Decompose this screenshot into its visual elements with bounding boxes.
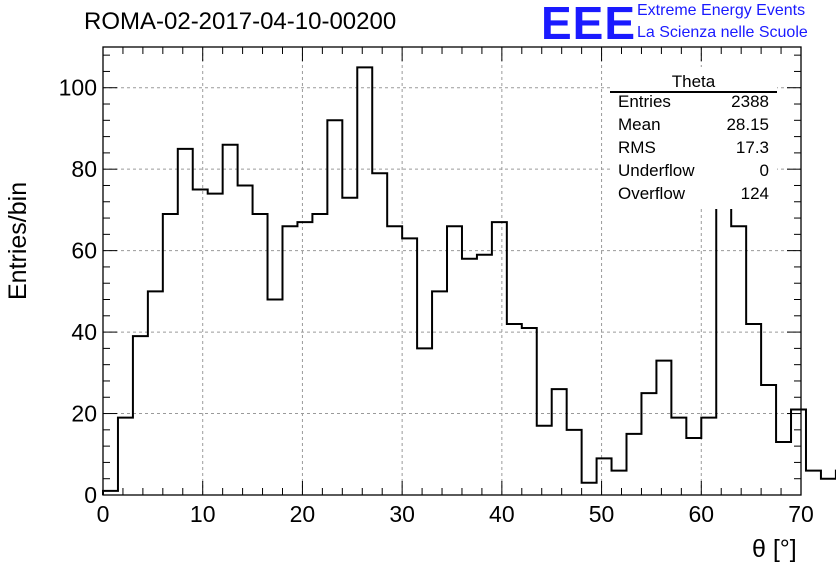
x-tick-label: 0 [97,501,110,527]
y-tick-label: 100 [59,75,97,101]
histogram-bin [477,255,492,495]
histogram-bin [282,226,297,495]
stats-value: 0 [759,161,769,180]
histogram-bin [567,430,582,495]
x-tick-labels: 0 10 20 30 40 50 60 70 [97,501,814,527]
histogram-bin [402,238,417,495]
histogram-bin [806,471,821,495]
histogram-bin [776,442,791,495]
histogram-bin [597,458,612,495]
histogram-bin [641,393,656,495]
histogram-bin [148,291,163,495]
stats-label: RMS [618,138,656,157]
y-axis-label: Entries/bin [4,181,32,300]
histogram-bin [297,222,312,495]
histogram-bin [312,214,327,495]
stats-value: 124 [740,184,769,203]
histogram-bin [163,214,178,495]
stats-value: 17.3 [735,138,769,157]
logo-caption-2: La Scienza nelle Scuole [637,24,808,41]
histogram-bin [447,226,462,495]
histogram-bin [238,185,253,495]
x-tick-label: 60 [688,501,714,527]
histogram-bin [432,291,447,495]
stats-box: Theta Entries 2388 Mean 28.15 RMS 17.3 U… [610,67,777,209]
y-tick-label: 0 [84,482,97,508]
axis-ticks [102,47,802,496]
stats-label: Mean [618,115,661,134]
histogram-bin [327,120,342,495]
logo-caption-1: Extreme Energy Events [637,2,806,19]
histogram-bin [193,190,208,495]
histogram-bin [701,418,716,495]
histogram-bin [492,222,507,495]
plot-frame [102,46,802,496]
y-tick-label: 20 [71,401,97,427]
histogram-bin [268,300,283,495]
histogram-bin [582,483,597,495]
histogram-bin [178,149,193,495]
histogram-bin [761,385,776,495]
y-tick-labels: 0 20 40 60 80 100 [59,75,97,508]
y-tick-label: 40 [71,319,97,345]
eee-logo: EEE [541,0,637,49]
histogram-bin [417,348,432,495]
histogram-bin [731,226,746,495]
stats-label: Overflow [618,184,686,203]
x-tick-label: 50 [589,501,615,527]
histogram-bin [537,426,552,495]
stats-divider [610,91,777,93]
stats-value: 28.15 [726,115,769,134]
histogram-bin [387,226,402,495]
histogram-bin [208,194,223,495]
histogram-bin [552,389,567,495]
histogram-bin [686,438,701,495]
stats-row-entries: Entries 2388 [618,92,769,115]
histogram-bin [612,471,627,495]
histogram-bin [253,214,268,495]
histogram-bin [133,336,148,495]
histogram-bin [656,361,671,495]
histogram-bin [507,324,522,495]
histogram-bin [627,434,642,495]
x-tick-label: 70 [788,501,814,527]
histogram-bin [357,67,372,495]
histogram-bin [821,479,836,495]
stats-title: Theta [671,72,716,91]
x-tick-label: 20 [290,501,316,527]
histogram-bin [372,173,387,495]
histogram-bin [342,198,357,495]
histogram-bin [223,145,238,495]
chart-title: ROMA-02-2017-04-10-00200 [84,8,397,35]
stats-label: Underflow [618,161,695,180]
y-tick-label: 80 [71,156,97,182]
histogram-bin [118,418,133,495]
histogram-bin [671,418,686,495]
x-tick-label: 30 [389,501,415,527]
histogram-bin [791,409,806,495]
x-axis-label: θ [°] [752,535,797,563]
stats-value: 2388 [731,92,769,111]
stats-row-mean: Mean 28.15 [618,115,769,138]
histogram-bin [522,328,537,495]
stats-row-rms: RMS 17.3 [618,138,769,161]
stats-row-overflow: Overflow 124 [618,184,769,207]
histogram-bin [746,324,761,495]
stats-label: Entries [618,92,671,111]
stats-row-underflow: Underflow 0 [618,161,769,184]
y-tick-label: 60 [71,238,97,264]
x-tick-label: 40 [489,501,515,527]
histogram-bin [462,259,477,495]
x-tick-label: 10 [190,501,216,527]
